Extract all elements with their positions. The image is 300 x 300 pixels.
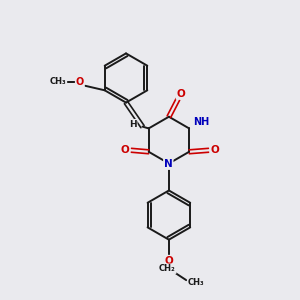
Text: N: N [164,159,173,169]
Text: O: O [210,145,219,155]
Text: CH₃: CH₃ [50,77,67,86]
Text: O: O [176,89,185,99]
Text: O: O [121,145,130,155]
Text: NH: NH [193,117,209,128]
Text: O: O [76,77,84,87]
Text: O: O [164,256,173,266]
Text: H: H [129,120,137,129]
Text: CH₃: CH₃ [188,278,204,287]
Text: CH₂: CH₂ [159,264,176,273]
